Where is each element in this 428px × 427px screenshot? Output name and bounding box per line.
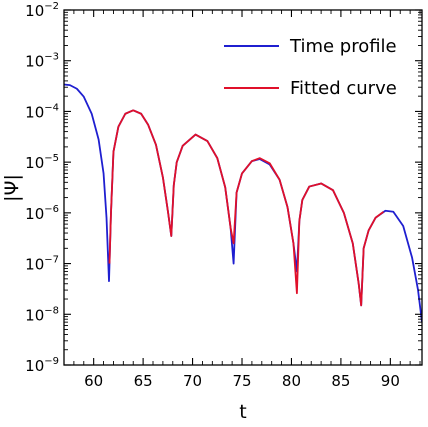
y-tick-label: 10−9 [25, 356, 59, 375]
x-tick-label: 75 [232, 372, 251, 390]
y-axis: 10−9 10−8 10−7 10−6 10−5 10−4 10−3 10−2 [25, 1, 422, 375]
legend-label: Time profile [289, 36, 397, 57]
y-tick-label: 10−3 [25, 52, 59, 71]
series-line-fitted-curve [108, 109, 384, 307]
y-tick-label: 10−5 [25, 153, 59, 172]
x-tick-label: 60 [84, 372, 103, 390]
x-axis-label: t [239, 401, 246, 423]
y-tick-label: 10−6 [25, 204, 59, 223]
x-tick-label: 80 [282, 372, 301, 390]
x-tick-label: 65 [134, 372, 153, 390]
y-tick-label: 10−4 [25, 102, 59, 121]
plot-frame [63, 9, 423, 366]
x-axis: 60 65 70 75 80 85 90 [73, 10, 421, 390]
legend: Time profile Fitted curve [224, 36, 397, 99]
x-tick-label: 85 [331, 372, 350, 390]
legend-label: Fitted curve [290, 78, 397, 99]
y-tick-label: 10−8 [25, 305, 59, 324]
x-tick-label: 90 [381, 372, 400, 390]
y-tick-label: 10−2 [25, 1, 59, 20]
x-tick-label: 70 [183, 372, 202, 390]
series-layer [64, 83, 422, 323]
y-axis-label: |Ψ| [1, 174, 23, 202]
y-tick-label: 10−7 [25, 255, 59, 274]
